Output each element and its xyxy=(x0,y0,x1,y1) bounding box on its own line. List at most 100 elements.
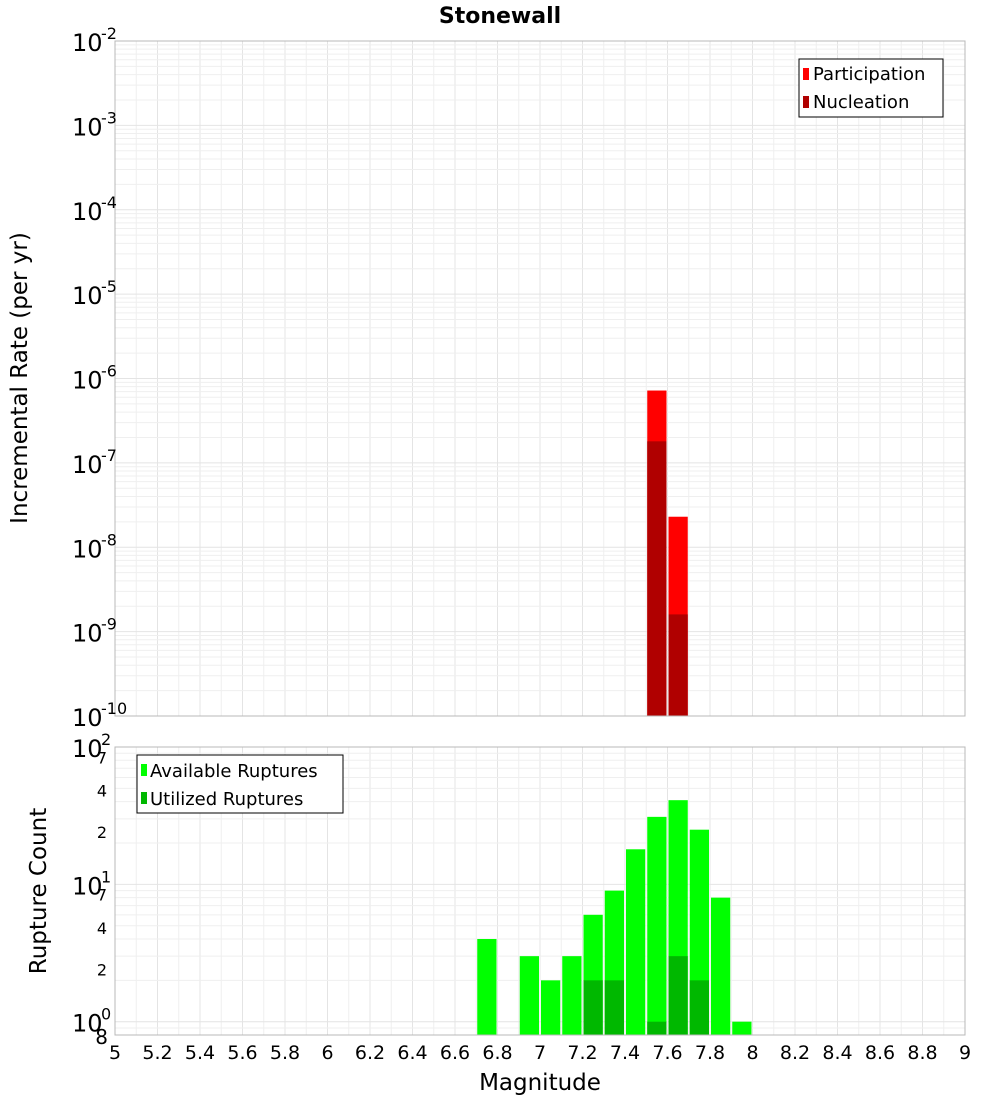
top-y-tick-base: 10 xyxy=(72,282,103,310)
top-y-tick-label: 10-10 xyxy=(72,699,127,732)
top-y-tick-label: 10-5 xyxy=(72,277,117,310)
participation-legend-swatch xyxy=(803,68,809,80)
x-tick-label: 8 xyxy=(746,1042,758,1064)
top-legend-box xyxy=(798,58,944,118)
bottom-y-tick-base: 10 xyxy=(72,872,103,900)
bottom-bar-utilized-ruptures xyxy=(583,980,603,1035)
bottom-legend-box xyxy=(136,754,344,814)
top-plot-grid xyxy=(114,41,966,717)
top-legend: Participation Nucleation xyxy=(798,58,944,118)
x-tick-label: 7.2 xyxy=(567,1042,597,1064)
top-y-tick-label: 10-8 xyxy=(72,530,117,563)
bottom-y-tick-minor: 4 xyxy=(97,919,107,938)
bottom-bar-available-ruptures xyxy=(647,816,667,1035)
bottom-bar-available-ruptures xyxy=(541,980,561,1035)
bottom-bar-available-ruptures xyxy=(711,897,731,1035)
top-y-tick-exponent: -10 xyxy=(101,699,127,718)
bottom-bar-available-ruptures xyxy=(562,956,582,1035)
bottom-plot-bars xyxy=(477,800,752,1035)
top-y-tick-base: 10 xyxy=(72,535,103,563)
bottom-y-axis-label: Rupture Count xyxy=(26,808,52,974)
bottom-bar-utilized-ruptures xyxy=(647,1021,667,1035)
top-y-tick-labels: 10-210-310-410-510-610-710-810-910-10 xyxy=(72,24,127,732)
x-tick-label: 6.8 xyxy=(482,1042,512,1064)
bottom-bar-available-ruptures xyxy=(519,956,539,1035)
bottom-plot-frame xyxy=(114,746,966,1036)
top-y-tick-base: 10 xyxy=(72,620,103,648)
bottom-y-tick-base: 10 xyxy=(72,735,103,763)
x-tick-label: 8.2 xyxy=(780,1042,810,1064)
bottom-bar-utilized-ruptures xyxy=(604,980,624,1035)
x-tick-label: 5 xyxy=(109,1042,121,1064)
nucleation-legend-label: Nucleation xyxy=(813,92,909,113)
top-y-tick-base: 10 xyxy=(72,198,103,226)
x-tick-label: 5.6 xyxy=(227,1042,257,1064)
top-y-tick-base: 10 xyxy=(72,29,103,57)
top-y-axis-label: Incremental Rate (per yr) xyxy=(7,232,33,524)
x-tick-label: 7.6 xyxy=(652,1042,682,1064)
bottom-y-tick-minor: 7 xyxy=(97,748,107,767)
x-tick-label: 8.6 xyxy=(865,1042,895,1064)
top-y-tick-label: 10-9 xyxy=(72,615,117,648)
participation-legend-label: Participation xyxy=(813,64,925,85)
x-tick-label: 5.2 xyxy=(142,1042,172,1064)
bottom-y-tick-label: 7 xyxy=(97,886,107,905)
top-plot-frame xyxy=(114,40,966,717)
bottom-y-tick-minor: 2 xyxy=(97,823,107,842)
utilized-ruptures-legend-swatch xyxy=(141,792,147,804)
bottom-y-tick-exponent: 2 xyxy=(101,730,111,749)
bottom-y-tick-base: 10 xyxy=(72,1010,103,1038)
bottom-bar-utilized-ruptures xyxy=(668,956,688,1035)
x-axis-label: Magnitude xyxy=(479,1070,601,1096)
bottom-y-tick-label: 7 xyxy=(97,748,107,767)
nucleation-legend-swatch xyxy=(803,96,809,108)
bottom-y-tick-label: 102 xyxy=(72,730,111,763)
bottom-y-tick-label: 4 xyxy=(97,919,107,938)
bottom-y-tick-label: 101 xyxy=(72,867,111,900)
bottom-y-tick-exponent: 1 xyxy=(101,867,111,886)
top-y-tick-exponent: -4 xyxy=(101,193,117,212)
top-y-tick-exponent: -2 xyxy=(101,24,117,43)
top-y-tick-label: 10-6 xyxy=(72,362,117,395)
top-y-tick-label: 10-3 xyxy=(72,108,117,141)
x-tick-labels: 5 5.2 5.4 5.6 5.8 6 6.2 6.4 6.6 6.8 7 7.2 7.4 7.6 7.8 8… xyxy=(109,1042,971,1064)
x-tick-label: 8.4 xyxy=(822,1042,852,1064)
x-tick-label: 7.4 xyxy=(610,1042,640,1064)
top-y-tick-exponent: -9 xyxy=(101,615,117,634)
x-tick-label: 6.4 xyxy=(397,1042,427,1064)
top-y-tick-exponent: -7 xyxy=(101,446,117,465)
bottom-legend: Available Ruptures Utilized Ruptures xyxy=(136,754,344,814)
top-y-tick-exponent: -6 xyxy=(101,362,117,381)
top-bar-nucleation xyxy=(668,614,688,716)
bottom-y-tick-label: 2 xyxy=(97,960,107,979)
bottom-bar-available-ruptures xyxy=(477,939,497,1035)
x-tick-label: 7 xyxy=(534,1042,546,1064)
bottom-y-tick-label: 2 xyxy=(97,823,107,842)
utilized-ruptures-legend-label: Utilized Ruptures xyxy=(150,789,303,810)
top-y-tick-exponent: -3 xyxy=(101,108,117,127)
top-bar-nucleation xyxy=(647,441,667,716)
x-tick-label: 6.6 xyxy=(440,1042,470,1064)
chart-title: Stonewall xyxy=(439,4,561,29)
x-tick-label: 6 xyxy=(321,1042,333,1064)
x-tick-label: 9 xyxy=(959,1042,971,1064)
top-y-tick-base: 10 xyxy=(72,451,103,479)
bottom-bar-available-ruptures xyxy=(626,849,646,1035)
top-y-tick-exponent: -5 xyxy=(101,277,117,296)
top-y-tick-label: 10-2 xyxy=(72,24,117,57)
top-y-tick-base: 10 xyxy=(72,704,103,732)
top-y-tick-label: 10-7 xyxy=(72,446,117,479)
top-y-tick-exponent: -8 xyxy=(101,530,117,549)
x-tick-label: 6.2 xyxy=(355,1042,385,1064)
bottom-y-tick-exponent: 0 xyxy=(101,1005,111,1024)
available-ruptures-legend-swatch xyxy=(141,764,147,776)
bottom-y-tick-minor: 7 xyxy=(97,886,107,905)
bottom-y-tick-minor: 4 xyxy=(97,782,107,801)
available-ruptures-legend-label: Available Ruptures xyxy=(150,761,318,782)
bottom-y-tick-minor: 8 xyxy=(95,1025,108,1049)
top-y-tick-base: 10 xyxy=(72,113,103,141)
bottom-bar-available-ruptures xyxy=(732,1021,752,1035)
